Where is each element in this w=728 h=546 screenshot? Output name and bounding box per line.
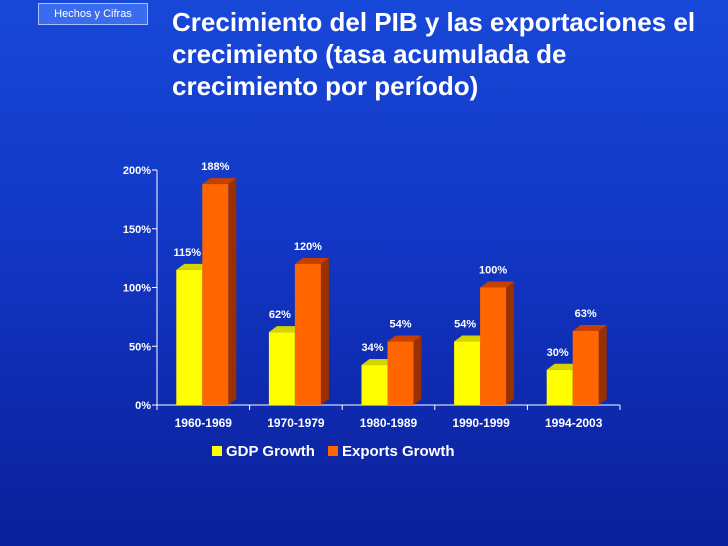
exports-bar-top [387, 335, 422, 342]
exports-bar-top [572, 324, 607, 331]
legend-swatch-gdp [212, 446, 222, 456]
legend-label-gdp: GDP Growth [226, 443, 315, 460]
exports-bar-value-label: 63% [575, 308, 597, 320]
gdp-bar [268, 332, 295, 405]
x-tick-label: 1970-1979 [267, 416, 325, 430]
exports-bar [294, 264, 321, 405]
gdp-bar [361, 365, 388, 405]
exports-bar-value-label: 188% [201, 161, 229, 173]
gdp-bar-top [268, 326, 303, 333]
gdp-bar-value-label: 54% [454, 319, 476, 331]
gdp-bar-value-label: 115% [174, 247, 202, 259]
legend-swatch-exports [328, 446, 338, 456]
gdp-bar-top [176, 263, 211, 270]
gdp-bar-top [546, 363, 581, 370]
y-tick-label: 0% [135, 400, 151, 412]
exports-bar [202, 184, 229, 405]
exports-bar-top [480, 281, 515, 288]
gdp-bar-top [454, 335, 489, 342]
exports-bar-side [598, 324, 607, 405]
exports-bar-side [228, 178, 237, 405]
y-tick-label: 200% [123, 165, 151, 177]
exports-bar-top [202, 178, 237, 185]
exports-bar-side [413, 335, 422, 405]
y-tick-label: 100% [123, 283, 151, 295]
x-tick-label: 1960-1969 [175, 416, 233, 430]
exports-bar [480, 287, 507, 405]
gdp-bar [546, 369, 573, 405]
page-title: Crecimiento del PIB y las exportaciones … [172, 7, 696, 101]
x-tick-label: 1994-2003 [545, 416, 603, 430]
x-tick-label: 1990-1999 [452, 416, 510, 430]
gdp-bar-value-label: 62% [269, 309, 291, 321]
gdp-bar-value-label: 34% [361, 342, 383, 354]
x-tick-label: 1980-1989 [360, 416, 418, 430]
exports-bar-value-label: 120% [294, 241, 322, 253]
exports-bar-value-label: 54% [389, 319, 411, 331]
exports-bar-top [294, 258, 329, 264]
gdp-bar-top [361, 359, 396, 366]
y-tick-label: 150% [123, 224, 151, 236]
exports-bar [572, 330, 599, 405]
section-badge: Hechos y Cifras [38, 3, 148, 25]
gdp-bar [176, 269, 203, 405]
exports-bar-value-label: 100% [479, 265, 507, 277]
exports-bar-side [320, 258, 329, 405]
legend-label-exports: Exports Growth [342, 443, 455, 460]
exports-bar [387, 341, 414, 405]
gdp-bar-value-label: 30% [547, 347, 569, 359]
gdp-bar [454, 341, 481, 405]
exports-bar-side [506, 281, 515, 405]
y-tick-label: 50% [129, 341, 151, 353]
